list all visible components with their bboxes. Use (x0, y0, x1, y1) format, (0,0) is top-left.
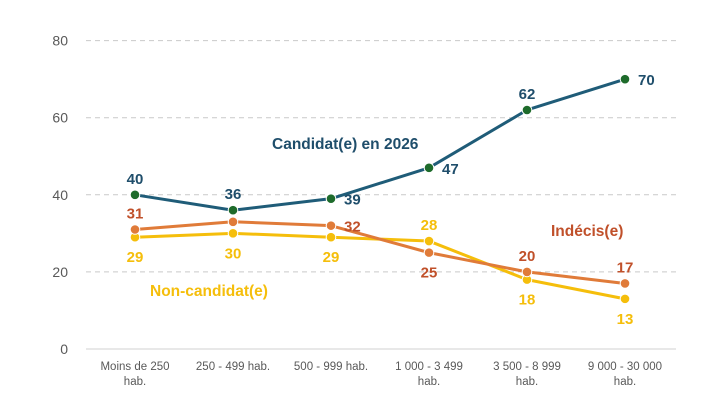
data-label: 32 (344, 219, 361, 236)
data-label: 25 (421, 265, 438, 282)
data-label: 28 (421, 217, 438, 234)
data-point (423, 247, 435, 258)
y-tick-label: 60 (52, 110, 68, 126)
data-label: 29 (323, 249, 340, 266)
y-tick-label: 40 (52, 187, 68, 203)
data-label: 70 (638, 72, 655, 89)
data-labels: 40 36 39 47 62 70 31 32 25 20 17 29 30 29 28 18 13 (127, 72, 655, 328)
series-lines (133, 77, 627, 301)
data-point (619, 278, 631, 289)
data-point (325, 231, 337, 243)
x-tick-label: 9 000 - 30 000 hab. (588, 361, 662, 388)
data-point (325, 220, 337, 231)
x-tick-label: 1 000 - 3 499 hab. (395, 361, 463, 388)
data-point (227, 216, 239, 228)
y-tick-label: 20 (52, 264, 68, 280)
data-label: 17 (617, 259, 634, 276)
y-tick-label: 80 (52, 33, 68, 49)
data-label: 62 (519, 86, 536, 103)
data-label: 30 (225, 245, 242, 262)
data-label: 20 (519, 248, 536, 265)
y-tick-label: 0 (60, 341, 68, 357)
data-label: 40 (127, 171, 144, 188)
data-point (521, 266, 533, 278)
series-line (133, 220, 627, 285)
series-line (133, 77, 627, 212)
data-label: 18 (519, 292, 536, 309)
data-point (227, 228, 239, 239)
data-point (129, 224, 141, 235)
data-point (619, 293, 631, 305)
x-tick-label: Moins de 250 hab. (100, 361, 169, 388)
data-label: 47 (442, 161, 459, 178)
x-tick-label: 3 500 - 8 999 hab. (493, 361, 561, 388)
series-label-indecis: Indécis(e) (551, 223, 623, 240)
series-points (129, 73, 631, 305)
data-label: 31 (127, 205, 144, 222)
y-axis: 0 20 40 60 80 (52, 33, 68, 357)
data-label: 13 (617, 311, 634, 328)
data-point (423, 235, 435, 247)
data-point (227, 204, 239, 216)
x-tick-label: 500 - 999 hab. (294, 361, 368, 373)
data-label: 39 (344, 192, 361, 209)
x-axis: Moins de 250 hab. 250 - 499 hab. 500 - 999 … (100, 361, 662, 388)
x-tick-label: 250 - 499 hab. (196, 361, 270, 373)
data-point (129, 189, 141, 201)
series-label-candidat: Candidat(e) en 2026 (272, 136, 419, 153)
data-label: 36 (225, 186, 242, 203)
series-labels: Candidat(e) en 2026 Indécis(e) Non-candi… (150, 136, 623, 300)
data-point (423, 162, 435, 174)
series-label-non-candidat: Non-candidat(e) (150, 283, 268, 300)
data-point (325, 193, 337, 204)
data-label: 29 (127, 249, 144, 266)
data-point (619, 73, 631, 85)
gridlines (86, 40, 676, 350)
data-point (521, 104, 533, 116)
